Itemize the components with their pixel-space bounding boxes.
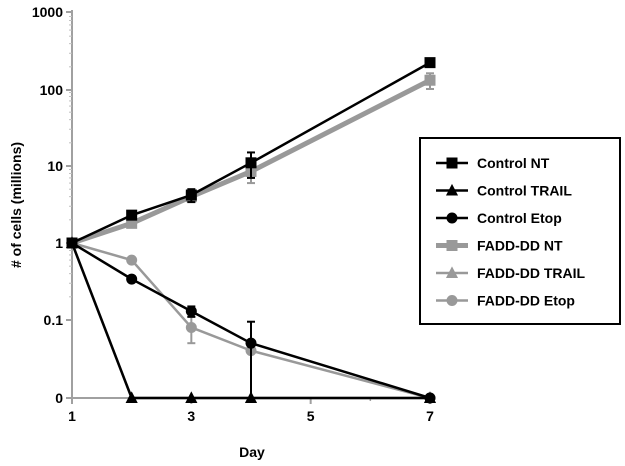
series-layer bbox=[65, 57, 437, 404]
data-point bbox=[424, 57, 436, 69]
data-point bbox=[245, 157, 257, 169]
y-tick-label: 1000 bbox=[32, 4, 63, 20]
x-tick-label: 1 bbox=[68, 408, 76, 424]
legend-marker bbox=[446, 212, 458, 224]
legend-label: FADD-DD Etop bbox=[477, 293, 575, 309]
legend-label: Control Etop bbox=[477, 210, 562, 226]
y-tick-label: 10 bbox=[47, 158, 63, 174]
legend-marker bbox=[445, 183, 459, 196]
data-point bbox=[126, 273, 138, 285]
x-tick-label: 5 bbox=[307, 408, 315, 424]
series-control-nt bbox=[66, 57, 436, 249]
x-tick-label: 3 bbox=[187, 408, 195, 424]
legend-marker bbox=[446, 295, 458, 306]
legend-marker bbox=[445, 266, 459, 278]
data-point bbox=[185, 391, 198, 403]
legend-marker bbox=[446, 240, 458, 251]
legend: Control NT Control TRAIL Control Etop FADD-… bbox=[419, 137, 621, 325]
data-point bbox=[245, 337, 257, 349]
x-axis-title: Day bbox=[239, 444, 265, 460]
legend-item: FADD-DD Etop bbox=[436, 293, 575, 309]
data-point bbox=[125, 391, 138, 403]
legend-label: Control NT bbox=[477, 155, 550, 171]
y-tick-label: 0 bbox=[55, 390, 63, 406]
legend-item: Control TRAIL bbox=[436, 183, 572, 199]
legend-label: FADD-DD NT bbox=[477, 238, 563, 254]
data-point bbox=[185, 189, 197, 201]
data-point bbox=[126, 254, 138, 266]
y-tick-label: 100 bbox=[40, 82, 64, 98]
x-tick-label: 7 bbox=[426, 408, 434, 424]
legend-marker bbox=[446, 157, 458, 169]
data-point bbox=[424, 74, 436, 86]
data-point bbox=[185, 321, 197, 333]
legend-item: FADD-DD TRAIL bbox=[436, 265, 586, 281]
y-tick-label: 1 bbox=[55, 235, 63, 251]
series-control-etop bbox=[66, 237, 436, 404]
data-point bbox=[185, 305, 197, 317]
y-axis-title: # of cells (millions) bbox=[8, 142, 24, 268]
data-point bbox=[126, 209, 138, 221]
data-point bbox=[126, 217, 138, 229]
data-point bbox=[66, 237, 78, 249]
legend-item: FADD-DD NT bbox=[436, 238, 563, 254]
legend-label: Control TRAIL bbox=[477, 183, 572, 199]
data-point bbox=[424, 392, 436, 404]
legend-item: Control NT bbox=[436, 155, 550, 171]
legend-box bbox=[419, 137, 621, 325]
legend-label: FADD-DD TRAIL bbox=[477, 265, 586, 281]
y-tick-label: 0.1 bbox=[44, 312, 64, 328]
legend-item: Control Etop bbox=[436, 210, 562, 226]
